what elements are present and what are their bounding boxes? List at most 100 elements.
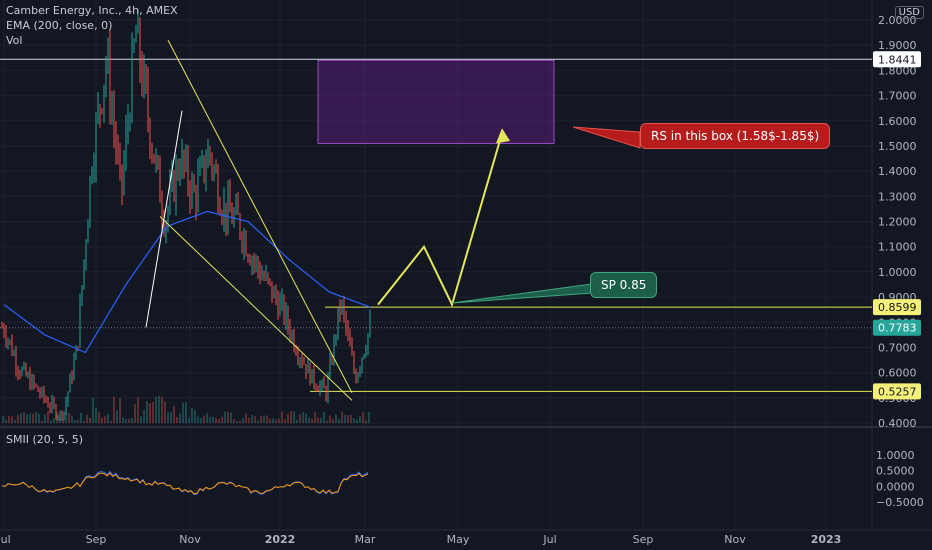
volume-bar <box>227 411 229 423</box>
volume-bar <box>8 415 10 423</box>
volume-bar <box>188 417 190 423</box>
volume-bar <box>224 411 226 423</box>
ema-path <box>3 210 371 354</box>
vol-legend[interactable]: Vol <box>6 34 22 47</box>
volume-bar <box>110 420 112 423</box>
volume-bar <box>50 420 52 423</box>
volume-bar <box>332 419 334 423</box>
volume-bar <box>65 412 67 423</box>
price-tag-label: 0.5257 <box>878 385 917 398</box>
volume-bar <box>221 416 223 423</box>
volume-bar <box>71 415 73 423</box>
volume-bar <box>293 411 295 423</box>
volume-bar <box>11 416 13 423</box>
price-tag <box>873 299 921 316</box>
volume-bar <box>338 419 340 423</box>
volume-bar <box>257 420 259 423</box>
volume-bar <box>290 411 292 423</box>
volume-bar <box>335 414 337 423</box>
volume-bar <box>59 418 61 423</box>
volume-bar <box>68 412 70 423</box>
volume-bar <box>251 414 253 423</box>
price-tick-label: 1.1000 <box>878 241 917 254</box>
volume-bar <box>344 414 346 423</box>
price-tick-label: 2.0000 <box>878 14 917 27</box>
volume-bar <box>119 398 121 423</box>
volume-bar <box>74 420 76 423</box>
price-tick-label: 1.7000 <box>878 90 917 103</box>
volume-bar <box>143 410 145 423</box>
volume-bar <box>23 412 25 423</box>
volume-bar <box>86 414 88 423</box>
volume-bar <box>314 412 316 423</box>
smii-tick-label: 1.0000 <box>876 449 915 462</box>
smii-tick-label: 0.0000 <box>876 480 915 493</box>
volume-bar <box>323 411 325 423</box>
volume-bar <box>137 397 139 423</box>
rs-callout-pointer <box>572 126 641 149</box>
volume-bar <box>149 402 151 423</box>
smii-legend[interactable]: SMII (20, 5, 5) <box>6 433 83 446</box>
price-tick-label: 1.8000 <box>878 64 917 77</box>
smii-pane <box>1 470 369 496</box>
smii-tick-label: 0.5000 <box>876 465 915 478</box>
wedge-lower <box>159 216 353 401</box>
volume-bar <box>287 413 289 423</box>
volume-bar <box>239 420 241 423</box>
price-tick-label: 1.9000 <box>878 39 917 52</box>
currency-label: USD <box>894 6 924 19</box>
volume-bar <box>98 411 100 423</box>
smii-signal <box>1 472 369 495</box>
volume-bar <box>284 419 286 423</box>
vol-label: Vol <box>6 34 23 47</box>
volume-bar <box>26 414 28 423</box>
volume-bar <box>170 412 172 423</box>
volume-bar <box>92 397 94 423</box>
volume-bar <box>185 401 187 423</box>
ema-legend[interactable]: EMA (200, close, 0) <box>6 19 112 32</box>
volume-bar <box>47 411 49 423</box>
volume-bar <box>320 417 322 423</box>
volume-bar <box>101 417 103 423</box>
time-tick-label: Nov <box>724 533 746 546</box>
candles <box>1 8 371 423</box>
volume-bar <box>182 402 184 423</box>
volume-bar <box>197 416 199 423</box>
volume-bar <box>5 419 7 423</box>
time-tick-label: Sep <box>86 533 107 546</box>
volume-bar <box>80 412 82 423</box>
price-tag <box>873 383 921 400</box>
volume-bar <box>215 418 217 423</box>
volume-bar <box>44 414 46 423</box>
volume-bar <box>20 413 22 423</box>
volume-bar <box>56 411 58 423</box>
price-axis[interactable]: 2.0000 1.9000 1.8000 1.7000 1.6000 1.5000 1.40… <box>873 14 924 509</box>
price-tick-label: 1.0000 <box>878 266 917 279</box>
time-axis[interactable]: Jul Sep Nov 2022 Mar May Jul Sep Nov 2023 <box>0 529 932 546</box>
volume-bar <box>236 420 238 423</box>
volume-bar <box>308 417 310 423</box>
volume-bar <box>107 413 109 423</box>
volume-bar <box>212 416 214 423</box>
volume-bar <box>365 420 367 423</box>
volume-bar <box>254 416 256 423</box>
volume-bar <box>362 412 364 423</box>
price-tag <box>873 319 921 336</box>
time-tick-label: Jul <box>542 533 556 546</box>
ema-label: EMA (200, close, 0) <box>6 19 113 32</box>
volume-bar <box>278 418 280 423</box>
price-tag <box>873 51 921 68</box>
volume-bar <box>275 419 277 423</box>
volume-bar <box>38 413 40 423</box>
volume-bar <box>206 413 208 423</box>
volume-bar <box>245 413 247 423</box>
time-tick-label: Mar <box>355 533 376 546</box>
symbol-legend[interactable]: Camber Energy, Inc., 4h, AMEX <box>6 4 178 17</box>
volume-bar <box>146 401 148 423</box>
rs-callout[interactable]: RS in this box (1.58$-1.85$) <box>640 123 831 149</box>
volume-bar <box>17 414 19 423</box>
volume-bar <box>299 414 301 423</box>
volume-bar <box>173 406 175 423</box>
sp-callout[interactable]: SP 0.85 <box>590 272 658 298</box>
